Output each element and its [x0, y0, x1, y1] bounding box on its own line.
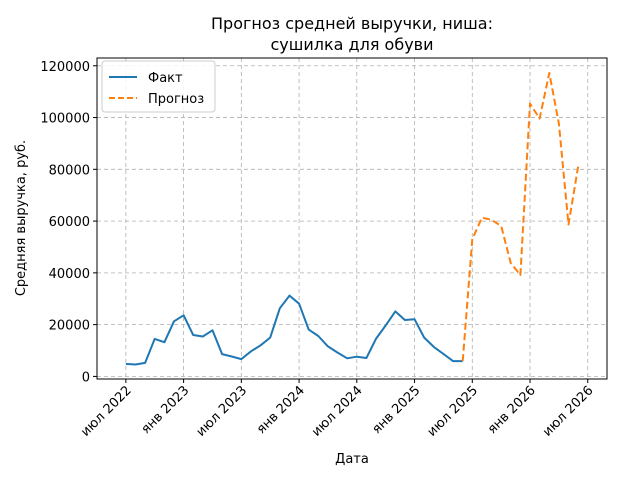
y-tick-label: 120000 — [40, 60, 90, 75]
y-tick-label: 20000 — [49, 319, 90, 334]
chart-title-line-2: сушилка для обуви — [270, 35, 433, 54]
legend-box — [101, 60, 216, 113]
x-axis-label: Дата — [335, 452, 369, 467]
y-tick-label: 100000 — [40, 112, 90, 127]
y-tick-label: 80000 — [49, 163, 90, 178]
legend: Факт Прогноз — [101, 60, 216, 113]
series-line-forecast — [461, 72, 580, 362]
series-lines — [125, 72, 580, 366]
series-line-fact — [125, 294, 463, 366]
y-tick-label: 60000 — [49, 215, 90, 230]
y-tick-label: 0 — [82, 370, 90, 385]
y-tick-label: 40000 — [49, 267, 90, 282]
chart-title-line-1: Прогноз средней выручки, ниша: — [211, 14, 493, 33]
plot-frame — [96, 57, 608, 380]
legend-label-fact: Факт — [148, 71, 183, 86]
legend-label-forecast: Прогноз — [148, 92, 204, 107]
y-axis-label: Средняя выручка, руб. — [14, 140, 29, 296]
